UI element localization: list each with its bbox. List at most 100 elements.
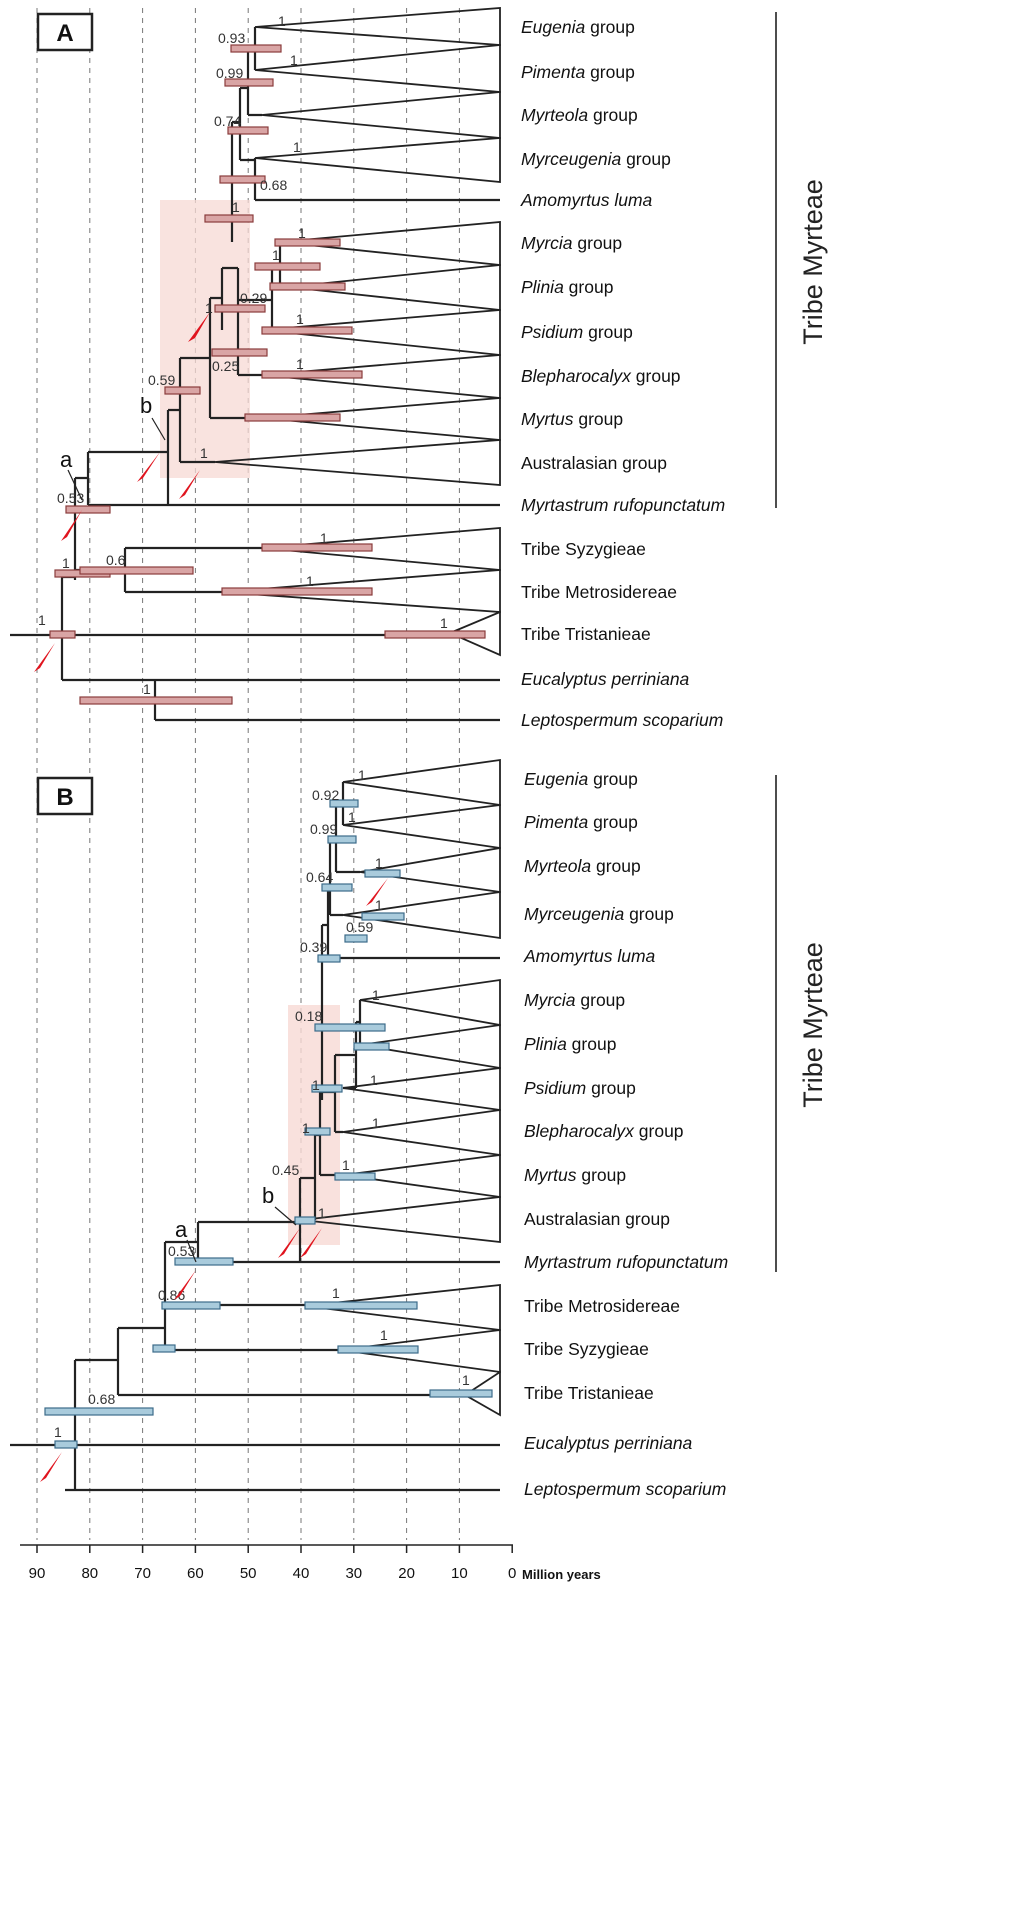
age-bar <box>364 869 401 878</box>
tip-label: Myrtastrum rufopunctatum <box>521 495 725 515</box>
support-value: 1 <box>342 1157 350 1173</box>
support-value: 0.18 <box>295 1008 322 1024</box>
tip-label: Eugenia group <box>524 769 638 789</box>
node-pointer <box>186 1239 197 1263</box>
shift-marker <box>34 643 55 672</box>
tip-label: Amomyrtus luma <box>523 946 656 966</box>
shift-marker <box>179 470 200 499</box>
age-bar <box>79 566 194 575</box>
panel-b-age-bars <box>44 799 493 1449</box>
age-bar <box>261 543 373 552</box>
age-bar <box>344 934 368 943</box>
tip-label: Tribe Syzygieae <box>521 539 646 559</box>
node-pointer <box>67 469 83 501</box>
support-value: 1 <box>332 1285 340 1301</box>
tip-label: Myrteola group <box>524 856 641 876</box>
support-value: 0.92 <box>312 787 339 803</box>
clade-triangle <box>261 397 501 441</box>
clade-triangle <box>342 803 501 850</box>
clade-triangle <box>342 1066 501 1112</box>
shift-marker <box>137 452 160 482</box>
age-bar <box>204 214 254 223</box>
clade-triangle <box>339 1328 501 1374</box>
support-value: 1 <box>358 767 366 783</box>
age-bar <box>164 386 201 395</box>
shift-marker <box>61 510 82 541</box>
tip-label: Blepharocalyx group <box>521 366 681 386</box>
tip-label: Plinia group <box>524 1034 616 1054</box>
age-bar <box>161 1301 221 1310</box>
panel-b-branches <box>10 782 500 1492</box>
support-value: 0.68 <box>260 177 287 193</box>
age-bar <box>224 78 274 87</box>
tip-label: Tribe Tristanieae <box>521 624 651 644</box>
time-axis-tick-label: 10 <box>451 1565 468 1582</box>
support-value: 0.53 <box>168 1243 195 1259</box>
clade-triangle <box>463 1370 501 1417</box>
support-value: 1 <box>375 897 383 913</box>
panel-a-support-values: 0.93 1 0.99 1 0.74 1 0.68 1 1 1 0.29 1 0… <box>38 13 448 697</box>
shift-marker <box>174 1270 196 1300</box>
panel-b-markers <box>40 878 388 1482</box>
age-bar <box>429 1389 493 1398</box>
panel-b-tip-labels: Eugenia group Pimenta group Myrteola gro… <box>523 769 728 1499</box>
age-bar <box>294 1216 316 1225</box>
clade-triangle <box>254 44 501 93</box>
age-bar <box>384 630 486 639</box>
support-value: 0.99 <box>310 821 337 837</box>
age-bar <box>65 505 111 514</box>
time-axis-tick-label: 70 <box>134 1565 151 1582</box>
tip-label: Psidium group <box>521 322 633 342</box>
age-bar <box>334 1172 376 1181</box>
shift-marker <box>366 878 388 906</box>
support-value: 1 <box>306 573 314 589</box>
age-bar <box>269 282 346 291</box>
time-axis-ticks: 90 80 70 60 50 40 30 20 10 0 <box>29 1545 516 1582</box>
age-bar <box>254 262 321 271</box>
clade-triangle <box>301 1195 501 1244</box>
tip-label: Pimenta group <box>521 62 635 82</box>
time-axis-tick-label: 30 <box>345 1565 362 1582</box>
panel-b-support-values: 1 0.92 1 0.99 1 0.64 1 0.59 0.39 0.18 1 … <box>54 767 470 1440</box>
age-bar <box>337 1345 419 1354</box>
support-value: 1 <box>293 139 301 155</box>
panel-b-letter: B <box>56 784 73 811</box>
time-axis-tick-label: 0 <box>508 1565 516 1582</box>
support-value: 1 <box>462 1372 470 1388</box>
time-axis-tick-label: 90 <box>29 1565 46 1582</box>
age-bar <box>321 883 353 892</box>
tip-label: Myrceugenia group <box>524 904 674 924</box>
support-value: 1 <box>440 615 448 631</box>
tip-label: Myrtus group <box>521 409 623 429</box>
age-bar <box>327 835 357 844</box>
clade-triangle <box>261 309 501 356</box>
support-value: 0.39 <box>300 939 327 955</box>
tip-label: Myrcia group <box>524 990 625 1010</box>
support-value: 1 <box>54 1424 62 1440</box>
age-bar <box>353 1042 390 1051</box>
tip-label: Blepharocalyx group <box>524 1121 684 1141</box>
tip-label: Australasian group <box>521 453 667 473</box>
age-bar <box>329 799 359 808</box>
node-label-a: a <box>175 1217 188 1242</box>
tip-label: Eucalyptus perriniana <box>521 669 690 689</box>
support-value: 0.25 <box>212 358 239 374</box>
support-value: 1 <box>370 1072 378 1088</box>
tip-label: Eugenia group <box>521 17 635 37</box>
support-value: 1 <box>318 1205 326 1221</box>
clade-triangle <box>221 569 501 613</box>
support-value: 0.93 <box>218 30 245 46</box>
tip-label: Tribe Tristanieae <box>524 1383 654 1403</box>
age-bar <box>317 954 341 963</box>
support-value: 0.6 <box>106 552 126 568</box>
node-label-b: b <box>262 1183 274 1208</box>
tip-label: Leptospermum scoparium <box>521 710 723 730</box>
age-bar <box>49 630 76 639</box>
support-value: 1 <box>296 356 304 372</box>
support-value: 0.59 <box>346 919 373 935</box>
node-pointer <box>151 417 166 441</box>
support-value: 1 <box>302 1120 310 1136</box>
clade-triangle <box>261 91 501 139</box>
clade-triangle <box>359 978 501 1027</box>
tip-label: Myrtastrum rufopunctatum <box>524 1252 728 1272</box>
